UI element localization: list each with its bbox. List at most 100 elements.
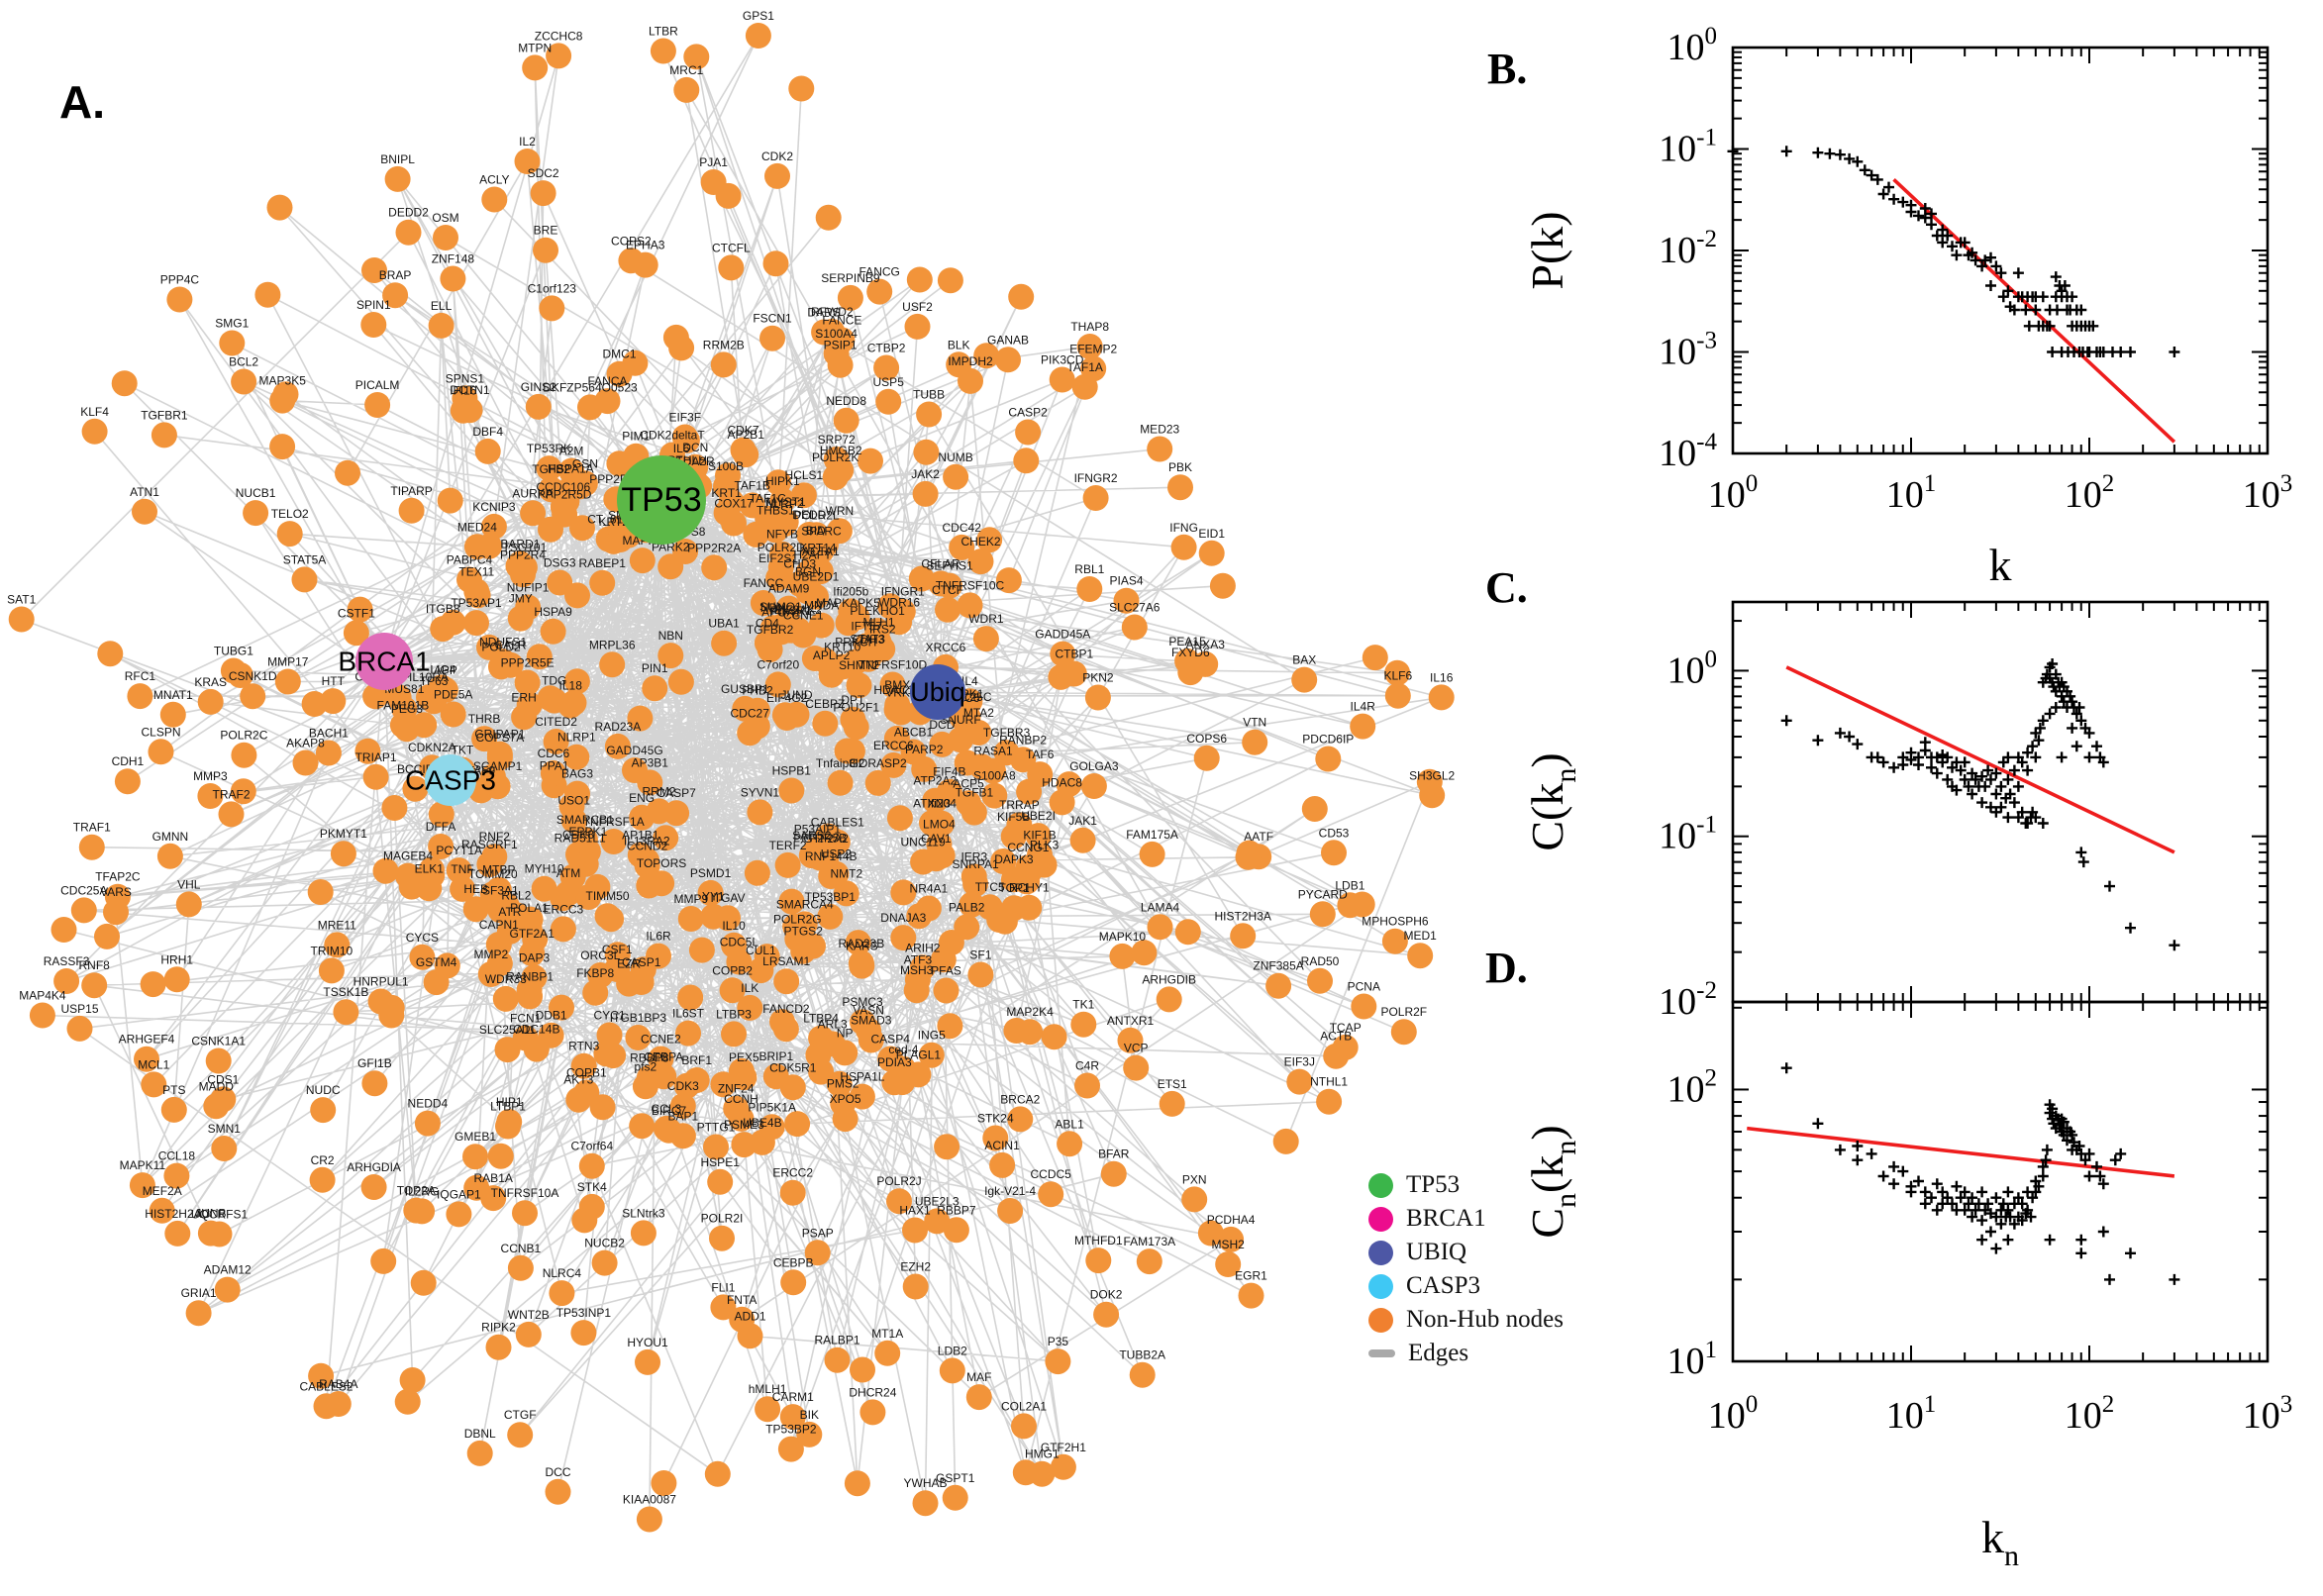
network-node bbox=[481, 186, 508, 213]
gene-label: PEG3 bbox=[391, 702, 423, 716]
network-node bbox=[883, 696, 910, 723]
network-node bbox=[440, 609, 466, 636]
chart-d: 102 101 100 101 102 103 kn Cn(kn) bbox=[1522, 1000, 2292, 1572]
gene-label: TDG bbox=[542, 674, 566, 688]
gene-label: NLRC4 bbox=[543, 1266, 582, 1280]
network-node-labels: UBA1 CDK2 PCNA DDB1 XRCC6 PIAS4 SMARCB1 TDG NR4A… bbox=[7, 9, 1455, 1507]
gene-label: S100A4 bbox=[815, 327, 858, 341]
network-node bbox=[778, 777, 805, 804]
gene-label: HIST2H3A bbox=[1215, 909, 1271, 923]
gene-label: TOP1 bbox=[999, 881, 1030, 895]
gene-label: ANXA3 bbox=[1186, 638, 1226, 651]
gene-label: FKBP8 bbox=[576, 966, 614, 980]
gene-label: TUBB bbox=[913, 388, 945, 402]
network-node bbox=[539, 295, 565, 322]
axis-label: kn bbox=[1981, 1512, 2019, 1572]
gene-label: PLK3 bbox=[1030, 839, 1060, 852]
network-node bbox=[575, 884, 602, 910]
network-node bbox=[911, 755, 938, 782]
gene-label: IL13RA2 bbox=[624, 834, 670, 848]
network-node bbox=[1085, 1247, 1112, 1274]
network-node bbox=[703, 1134, 729, 1160]
gene-label: H2AFY bbox=[793, 548, 832, 561]
gene-label: TAF1C bbox=[750, 492, 786, 506]
gene-label: PEX5 bbox=[729, 1050, 759, 1064]
gene-label: DSG3 bbox=[544, 556, 576, 570]
network-node bbox=[889, 1069, 916, 1096]
network-node bbox=[514, 669, 541, 696]
gene-label: HSPA1L bbox=[840, 1070, 884, 1084]
fit-line bbox=[1747, 1126, 2175, 1178]
gene-label: POLR2D bbox=[758, 541, 805, 554]
network-node bbox=[957, 592, 983, 619]
gene-label: ACTA1 bbox=[802, 545, 840, 558]
gene-label: USP5 bbox=[873, 375, 905, 389]
legend-label: Non-Hub nodes bbox=[1406, 1306, 1565, 1333]
network-node bbox=[514, 149, 541, 174]
network-node bbox=[1349, 891, 1375, 918]
gene-label: VCP bbox=[1124, 1042, 1149, 1055]
gene-label: IFNGR2 bbox=[1074, 471, 1118, 485]
gene-label: SH3GL2 bbox=[1409, 768, 1455, 782]
network-node bbox=[227, 662, 253, 688]
network-node bbox=[1041, 1024, 1067, 1050]
tick-label: 10-2 bbox=[1659, 226, 1717, 271]
network-node bbox=[570, 1052, 597, 1079]
network-node bbox=[593, 1041, 620, 1067]
gene-label: FCN1 bbox=[510, 1012, 542, 1026]
gene-label: TP53INP1 bbox=[556, 1306, 612, 1320]
gene-label: PDCD6IP bbox=[1302, 733, 1354, 747]
gene-label: KRT14 bbox=[799, 542, 836, 555]
gene-label: ADAM12 bbox=[204, 1263, 252, 1277]
gene-label: ARIH2 bbox=[905, 941, 941, 954]
network-node bbox=[1008, 283, 1035, 310]
network-node bbox=[210, 1086, 237, 1113]
gene-label: AATF bbox=[1244, 830, 1273, 844]
gene-label: LMO4 bbox=[923, 818, 956, 832]
network-node bbox=[525, 393, 552, 420]
gene-label: CCNE1 bbox=[783, 609, 824, 623]
network-node bbox=[962, 870, 989, 897]
network-node bbox=[606, 450, 633, 477]
gene-label: MSH3 bbox=[900, 963, 934, 977]
gene-label: FSCN1 bbox=[753, 312, 792, 326]
legend: TP53 BRCA1 UBIQ CASP3 Non-Hub nodes Edge… bbox=[1368, 1168, 1564, 1370]
network-node bbox=[704, 1460, 731, 1487]
network-node bbox=[558, 793, 585, 820]
gene-label: RAD51L1 bbox=[555, 832, 606, 846]
network-node bbox=[764, 671, 791, 698]
network-node bbox=[618, 248, 645, 274]
network-node bbox=[493, 892, 520, 919]
network-node bbox=[428, 674, 454, 701]
gene-label: POLR2F bbox=[1380, 1005, 1427, 1019]
gene-label: ITGB1BP3 bbox=[610, 1011, 667, 1025]
gene-label: A2M bbox=[559, 445, 584, 458]
gene-label: CSTF1 bbox=[338, 606, 375, 620]
gene-label: NLRP1 bbox=[557, 731, 596, 745]
network-node bbox=[598, 906, 625, 933]
gene-label: ced-4 bbox=[888, 1043, 918, 1056]
gene-label: GMEB1 bbox=[454, 1130, 496, 1144]
gene-label: RABEP1 bbox=[579, 556, 627, 570]
gene-label: POLR2I bbox=[701, 1212, 744, 1226]
gene-label: GADD45G bbox=[606, 744, 662, 757]
gene-label: TCAP bbox=[1330, 1021, 1362, 1035]
network-node bbox=[240, 683, 266, 710]
gene-label: PPP2R5D bbox=[538, 488, 592, 502]
gene-label: CABLES1 bbox=[811, 816, 864, 830]
network-node bbox=[648, 1046, 674, 1072]
gene-label: UBE2L3 bbox=[915, 1194, 960, 1208]
gene-label: TAF6 bbox=[1026, 748, 1055, 761]
gene-label: CDC5L bbox=[720, 936, 759, 949]
gene-label: PCNA bbox=[1348, 980, 1380, 994]
network-node bbox=[846, 672, 872, 699]
gene-label: KARS bbox=[846, 940, 878, 953]
gene-label: RIPK2 bbox=[481, 1321, 516, 1335]
gene-label: NP bbox=[837, 1026, 854, 1040]
network-node bbox=[765, 469, 791, 496]
gene-label: JAK2 bbox=[911, 467, 940, 481]
network-node bbox=[1082, 485, 1109, 511]
gene-label: WDR1 bbox=[968, 612, 1004, 626]
network-node bbox=[762, 250, 789, 277]
